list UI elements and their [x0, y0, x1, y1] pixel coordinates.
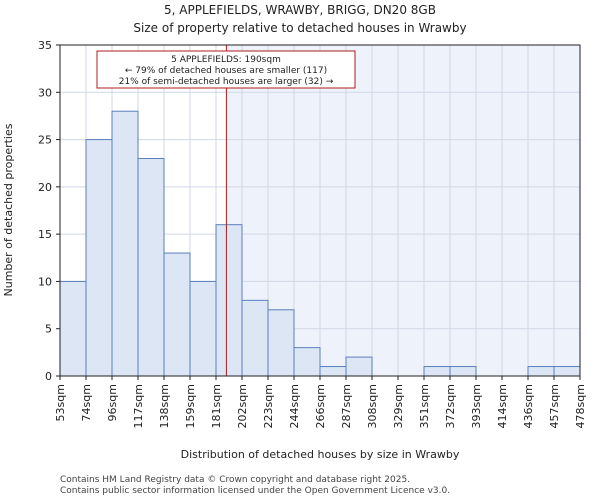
bar-266sqm: [319, 366, 347, 377]
annotation-rect: [96, 50, 356, 89]
bars: [59, 110, 581, 377]
y-tick-label: 35: [38, 39, 52, 52]
bar-159sqm: [189, 280, 217, 377]
y-tick-label: 0: [45, 370, 52, 383]
x-axis-label: Distribution of detached houses by size …: [181, 448, 460, 461]
chart-title-line1: 5, APPLEFIELDS, WRAWBY, BRIGG, DN20 8GB: [164, 3, 436, 17]
x-tick-label: 202sqm: [236, 384, 249, 428]
x-tick-label: 478sqm: [574, 384, 587, 428]
x-tick-label: 329sqm: [392, 384, 405, 428]
bar-457sqm: [553, 366, 581, 377]
x-tick-label: 159sqm: [184, 384, 197, 428]
y-tick-label: 25: [38, 134, 52, 147]
bar-74sqm: [85, 139, 113, 377]
bar-202sqm: [241, 299, 269, 377]
bar-372sqm: [449, 366, 477, 377]
x-tick-label: 53sqm: [54, 384, 67, 421]
y-tick-label: 30: [38, 86, 52, 99]
annotation-line2: ← 79% of detached houses are smaller (11…: [125, 66, 327, 76]
y-tick-label: 15: [38, 228, 52, 241]
x-tick-label: 96sqm: [106, 384, 119, 421]
x-tick-label: 244sqm: [288, 384, 301, 428]
bar-96sqm: [111, 110, 139, 377]
x-tick-label: 414sqm: [496, 384, 509, 428]
bar-138sqm: [163, 252, 191, 377]
x-tick-label: 372sqm: [444, 384, 457, 428]
footer-line1: Contains HM Land Registry data © Crown c…: [60, 475, 410, 485]
bar-53sqm: [59, 280, 87, 377]
annotation-box: 5 APPLEFIELDS: 190sqm ← 79% of detached …: [96, 50, 356, 89]
x-tick-label: 74sqm: [80, 384, 93, 421]
bar-436sqm: [527, 366, 555, 377]
annotation-line3: 21% of semi-detached houses are larger (…: [119, 77, 334, 87]
footer-line2: Contains public sector information licen…: [60, 486, 450, 496]
chart-title-line2: Size of property relative to detached ho…: [133, 21, 466, 35]
bar-223sqm: [267, 309, 295, 377]
annotation-line1: 5 APPLEFIELDS: 190sqm: [171, 55, 281, 65]
bar-287sqm: [345, 356, 373, 377]
x-axis-ticks: 53sqm 74sqm 96sqm 117sqm 138sqm 159sqm 181sqm 2…: [54, 376, 587, 428]
bar-117sqm: [137, 157, 165, 377]
x-tick-label: 457sqm: [548, 384, 561, 428]
bar-181sqm: [215, 224, 243, 377]
x-tick-label: 223sqm: [262, 384, 275, 428]
y-tick-label: 5: [45, 323, 52, 336]
y-axis-label: Number of detached properties: [2, 123, 15, 296]
x-tick-label: 351sqm: [418, 384, 431, 428]
y-tick-label: 20: [38, 181, 52, 194]
x-tick-label: 308sqm: [366, 384, 379, 428]
x-tick-label: 117sqm: [132, 384, 145, 428]
y-axis-ticks: 0 5 10 15 20 25 30 35: [38, 39, 60, 383]
x-tick-label: 287sqm: [340, 384, 353, 428]
x-tick-label: 181sqm: [210, 384, 223, 428]
x-tick-label: 266sqm: [314, 384, 327, 428]
bar-351sqm: [423, 366, 451, 377]
x-tick-label: 436sqm: [522, 384, 535, 428]
bar-244sqm: [293, 347, 321, 377]
x-tick-label: 393sqm: [470, 384, 483, 428]
x-tick-label: 138sqm: [158, 384, 171, 428]
y-tick-label: 10: [38, 275, 52, 288]
